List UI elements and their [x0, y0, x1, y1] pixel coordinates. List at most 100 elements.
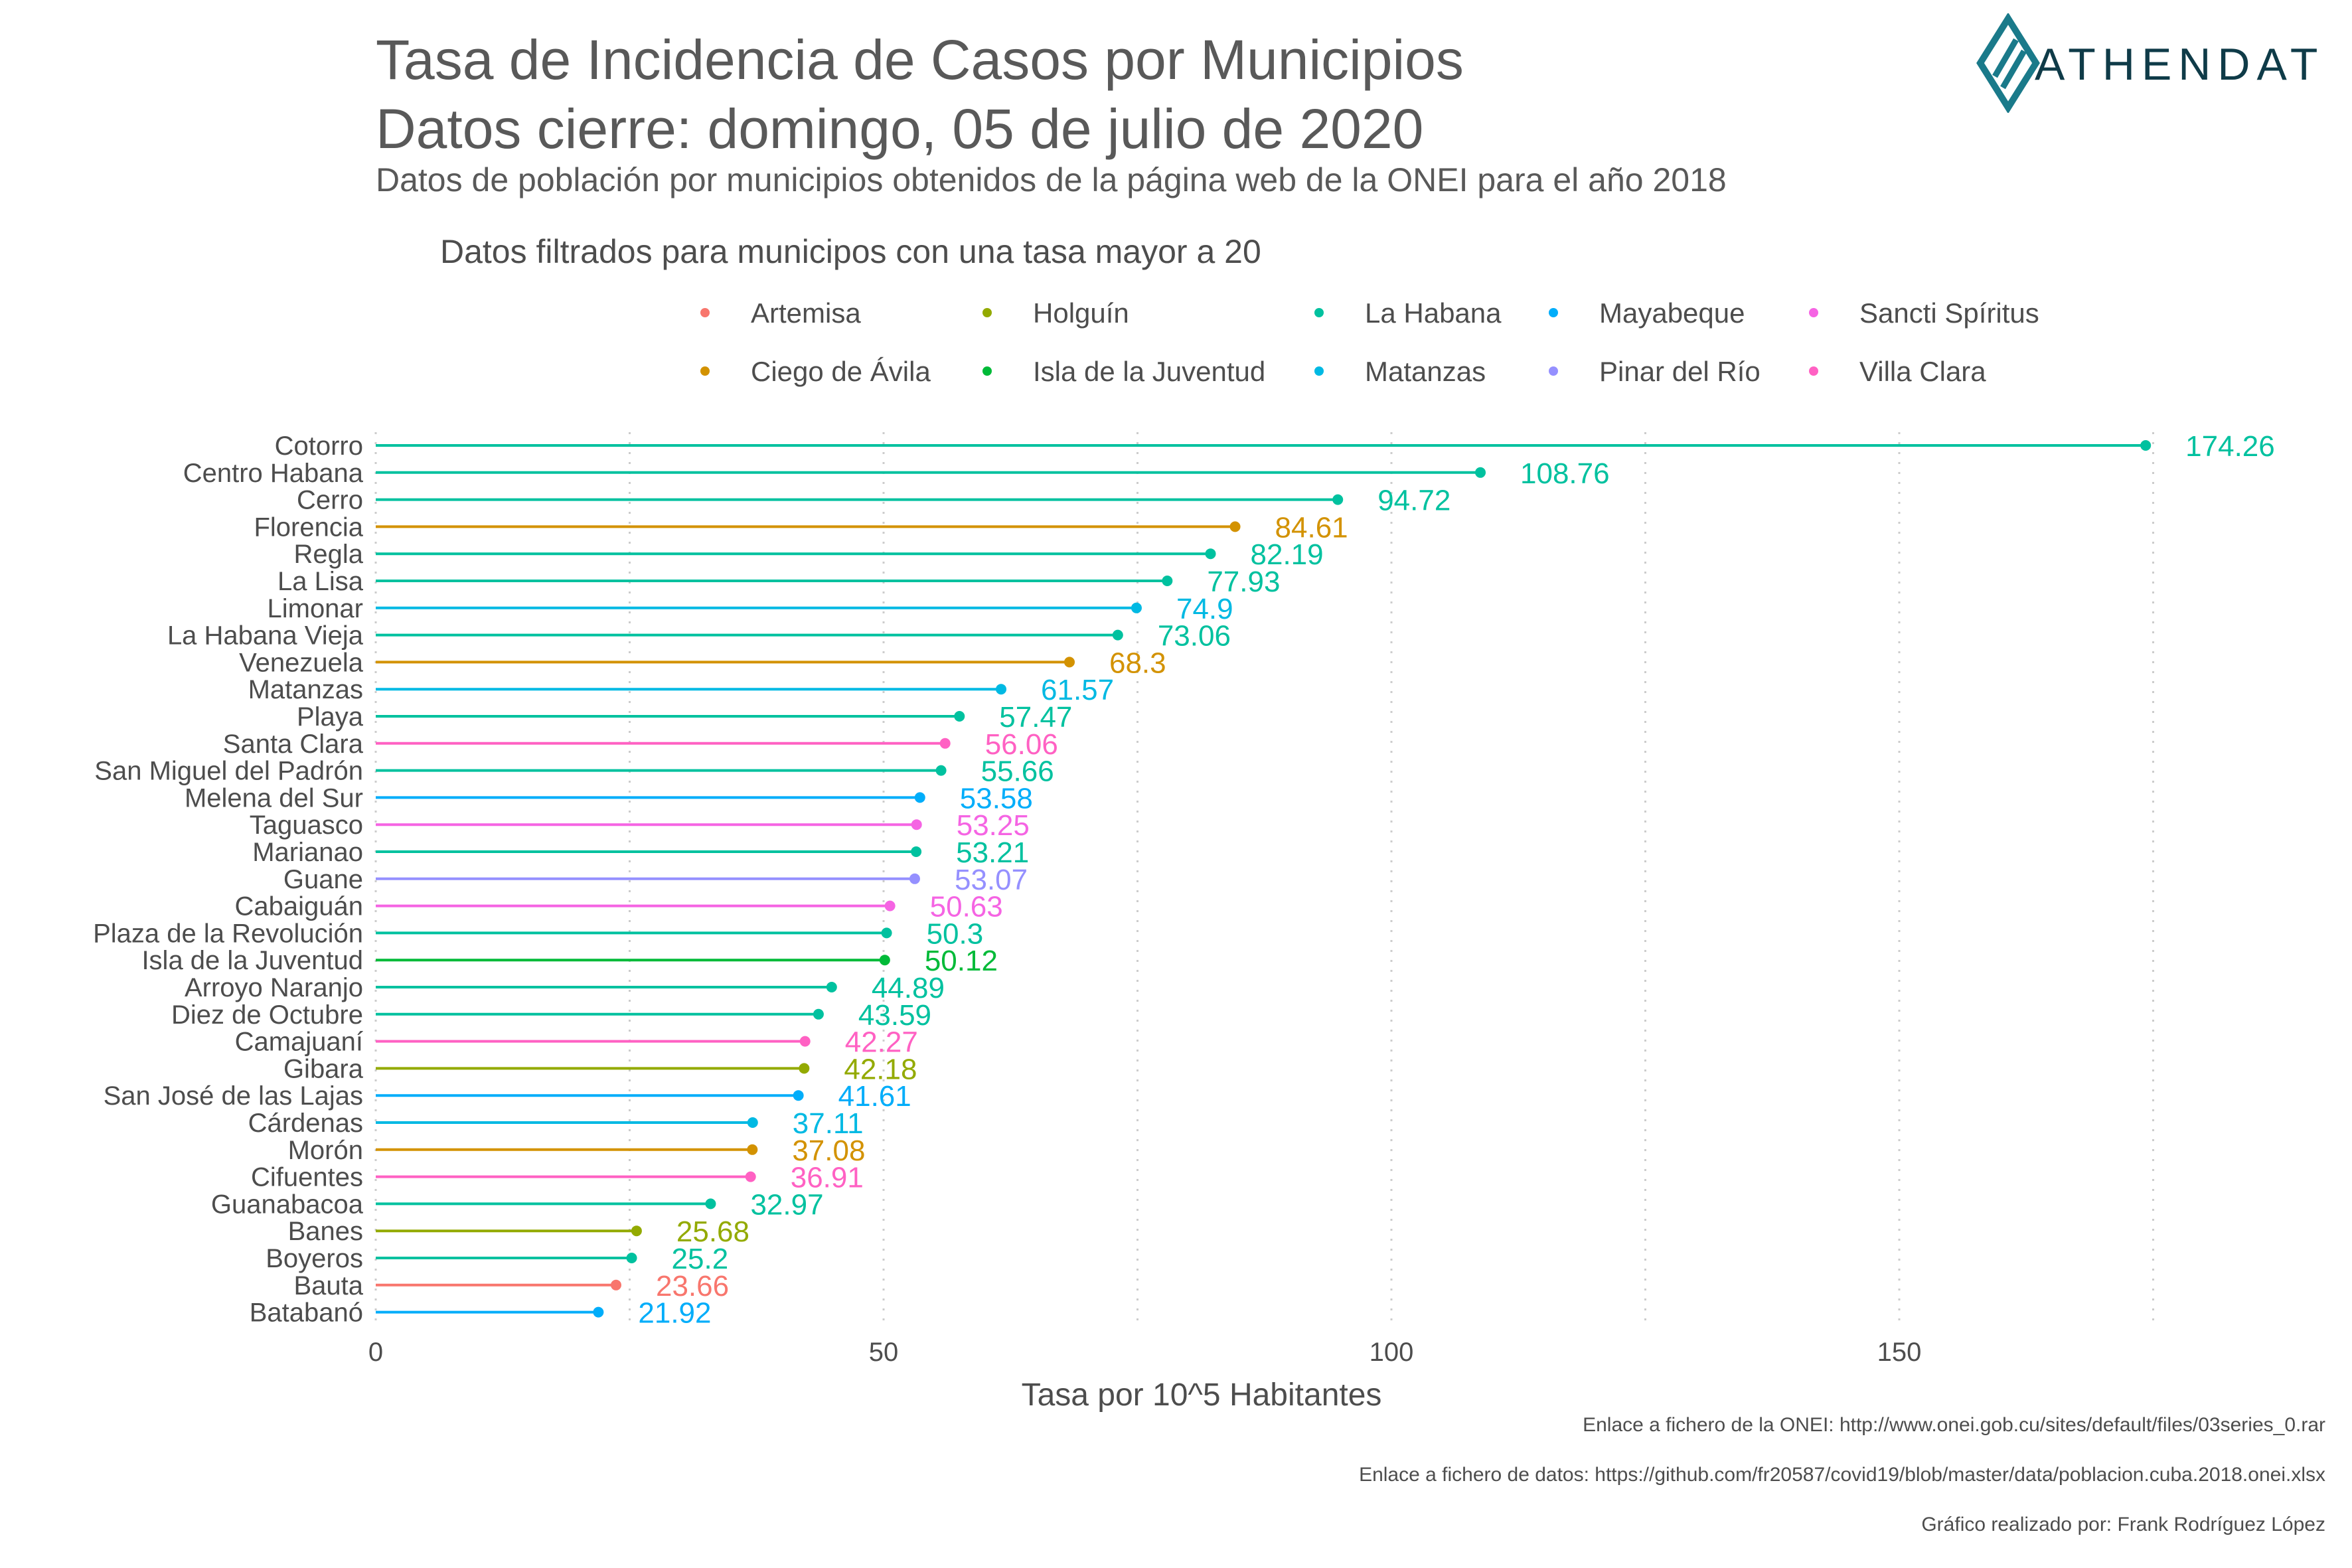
y-tick-label: Venezuela	[239, 648, 364, 677]
lollipop-point	[1063, 657, 1075, 668]
lollipop-point	[799, 1036, 811, 1047]
data-label: 44.89	[872, 972, 945, 1004]
caption-data-link: Enlace a fichero de datos: https://githu…	[1359, 1464, 2325, 1486]
y-tick-label: La Habana Vieja	[167, 621, 364, 651]
legend-dot-icon	[1809, 307, 1818, 317]
legend-label: La Habana	[1365, 297, 1502, 329]
legend-dot-icon	[1549, 307, 1558, 317]
y-tick-label: Florencia	[254, 512, 363, 542]
athendat-diamond-icon	[1976, 13, 2040, 113]
data-label: 50.3	[927, 917, 984, 950]
legend-item: Artemisa	[700, 297, 861, 329]
lollipop-point	[626, 1253, 637, 1263]
x-tick-label: 0	[368, 1338, 383, 1367]
y-tick-label: Isla de la Juventud	[141, 946, 363, 975]
data-label: 68.3	[1109, 647, 1166, 679]
data-label: 55.66	[981, 755, 1054, 788]
lollipop-point	[826, 982, 837, 992]
data-label: 74.9	[1176, 593, 1233, 625]
caption-author: Gráfico realizado por: Frank Rodríguez L…	[1921, 1514, 2325, 1535]
legend-item: Holguín	[982, 297, 1129, 329]
y-tick-label: Taguasco	[250, 811, 363, 840]
lollipop-point	[935, 765, 947, 776]
value-labels: 174.26 108.76 94.72 84.6182.1977.9374.973.0…	[638, 430, 2274, 1330]
data-label: 43.59	[858, 999, 931, 1032]
data-label: 23.66	[656, 1270, 729, 1302]
lollipop-point	[799, 1063, 810, 1074]
data-label: 57.47	[999, 701, 1072, 734]
data-label: 37.08	[792, 1135, 865, 1167]
y-tick-label: Guanabacoa	[211, 1190, 364, 1219]
legend-item: Villa Clara	[1809, 356, 1986, 388]
lollipop-point	[593, 1306, 604, 1318]
legend-label: Villa Clara	[1859, 356, 1986, 387]
legend-label: Ciego de Ávila	[751, 356, 931, 387]
y-tick-label: Cárdenas	[248, 1109, 363, 1138]
data-label: 174.26	[2185, 430, 2275, 463]
y-tick-label: Santa Clara	[223, 730, 364, 759]
lollipop-point	[954, 711, 965, 722]
caption-onei-link: Enlace a fichero de la ONEI: http://www.…	[1583, 1414, 2325, 1436]
y-tick-label: Plaza de la Revolución	[93, 919, 363, 948]
legend-item: Isla de la Juventud	[982, 356, 1265, 388]
lollipop-point	[1112, 629, 1123, 641]
legend-item: Mayabeque	[1549, 297, 1745, 329]
lollipop-point	[939, 738, 951, 749]
logo-wordmark: ATHENDAT	[2035, 39, 2325, 90]
data-label: 25.2	[672, 1243, 729, 1275]
x-axis-ticks: 0 50 100 150	[368, 1338, 1922, 1367]
legend-item: Pinar del Río	[1549, 356, 1761, 388]
x-axis-title: Tasa por 10^5 Habitantes	[1022, 1377, 1382, 1413]
athendat-logo	[1976, 13, 2040, 113]
legend-label: Pinar del Río	[1599, 356, 1761, 387]
legend-dot-icon	[1314, 307, 1324, 317]
data-label: 42.18	[844, 1053, 917, 1085]
legend-dot-icon	[700, 366, 710, 376]
lollipop-point	[1205, 548, 1216, 560]
data-label: 21.92	[638, 1297, 711, 1330]
lollipop-segments	[376, 440, 2152, 1318]
y-tick-label: Centro Habana	[183, 459, 364, 488]
y-tick-label: La Lisa	[277, 567, 364, 596]
y-tick-label: San José de las Lajas	[104, 1081, 363, 1111]
legend-dot-icon	[982, 366, 992, 376]
y-tick-label: Morón	[288, 1136, 363, 1165]
y-tick-label: Arroyo Naranjo	[185, 973, 363, 1002]
lollipop-point	[1332, 494, 1344, 505]
title-line-2: Datos cierre: domingo, 05 de julio de 20…	[376, 98, 1424, 160]
lollipop-point	[747, 1144, 758, 1155]
y-tick-label: Banes	[288, 1217, 363, 1246]
data-label: 56.06	[985, 728, 1058, 761]
y-tick-label: Boyeros	[266, 1244, 363, 1273]
data-label: 42.27	[845, 1026, 918, 1059]
data-label: 73.06	[1158, 620, 1231, 653]
lollipop-point	[911, 819, 922, 830]
lollipop-point	[813, 1008, 824, 1020]
legend-label: Mayabeque	[1599, 297, 1745, 329]
chart-title: Tasa de Incidencia de Casos por Municipi…	[376, 25, 1464, 163]
chart-subtitle: Datos de población por municipios obteni…	[376, 161, 1727, 198]
y-tick-label: Batabanó	[250, 1298, 363, 1328]
legend-dot-icon	[982, 307, 992, 317]
lollipop-point	[879, 955, 890, 966]
y-tick-label: Cifuentes	[251, 1163, 363, 1192]
x-tick-label: 100	[1370, 1338, 1414, 1367]
lollipop-point	[909, 873, 920, 884]
title-line-1: Tasa de Incidencia de Casos por Municipi…	[376, 29, 1464, 91]
data-label: 37.11	[793, 1107, 864, 1140]
lollipop-point	[745, 1171, 756, 1182]
legend-label: Holguín	[1033, 297, 1129, 329]
data-label: 32.97	[750, 1188, 823, 1221]
lollipop-point	[747, 1117, 758, 1128]
lollipop-point	[793, 1090, 804, 1101]
data-label: 53.07	[955, 864, 1028, 896]
x-tick-label: 150	[1877, 1338, 1922, 1367]
legend-label: Artemisa	[751, 297, 861, 329]
lollipop-point	[705, 1198, 716, 1210]
y-tick-label: San Miguel del Padrón	[94, 757, 363, 786]
y-tick-label: Cotorro	[275, 431, 363, 461]
y-tick-label: Cabaiguán	[235, 892, 364, 921]
legend-dot-icon	[1314, 366, 1324, 376]
y-tick-label: Bauta	[293, 1271, 363, 1300]
